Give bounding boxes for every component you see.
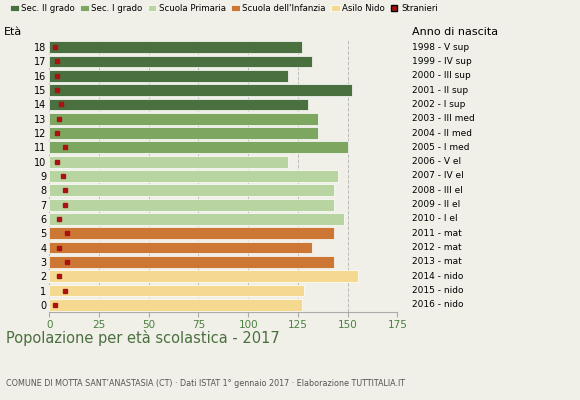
Text: 1998 - V sup: 1998 - V sup <box>412 43 469 52</box>
Text: 2014 - nido: 2014 - nido <box>412 272 463 281</box>
Bar <box>49 56 312 67</box>
Text: 2013 - mat: 2013 - mat <box>412 257 462 266</box>
Bar <box>49 242 312 254</box>
Text: 2003 - III med: 2003 - III med <box>412 114 474 123</box>
Text: 2008 - III el: 2008 - III el <box>412 186 463 195</box>
Legend: Sec. II grado, Sec. I grado, Scuola Primaria, Scuola dell'Infanzia, Asilo Nido, : Sec. II grado, Sec. I grado, Scuola Prim… <box>10 4 438 13</box>
Bar <box>49 227 334 239</box>
Bar <box>49 270 357 282</box>
Text: 2001 - II sup: 2001 - II sup <box>412 86 468 95</box>
Bar <box>49 256 334 268</box>
Bar <box>49 170 338 182</box>
Text: COMUNE DI MOTTA SANT’ANASTASIA (CT) · Dati ISTAT 1° gennaio 2017 · Elaborazione : COMUNE DI MOTTA SANT’ANASTASIA (CT) · Da… <box>6 379 405 388</box>
Text: 2010 - I el: 2010 - I el <box>412 214 458 224</box>
Text: Popolazione per età scolastica - 2017: Popolazione per età scolastica - 2017 <box>6 330 280 346</box>
Bar <box>49 41 302 53</box>
Text: 2016 - nido: 2016 - nido <box>412 300 463 309</box>
Bar <box>49 70 288 82</box>
Text: 2002 - I sup: 2002 - I sup <box>412 100 465 109</box>
Text: 2007 - IV el: 2007 - IV el <box>412 172 463 180</box>
Bar <box>49 213 343 225</box>
Text: 1999 - IV sup: 1999 - IV sup <box>412 57 472 66</box>
Text: Età: Età <box>4 27 22 37</box>
Bar <box>49 142 347 153</box>
Text: 2009 - II el: 2009 - II el <box>412 200 460 209</box>
Bar <box>49 113 318 125</box>
Text: 2011 - mat: 2011 - mat <box>412 229 462 238</box>
Text: 2004 - II med: 2004 - II med <box>412 128 472 138</box>
Bar <box>49 127 318 139</box>
Text: 2015 - nido: 2015 - nido <box>412 286 463 295</box>
Bar <box>49 156 288 168</box>
Bar <box>49 199 334 210</box>
Text: 2012 - mat: 2012 - mat <box>412 243 462 252</box>
Bar <box>49 84 351 96</box>
Text: 2006 - V el: 2006 - V el <box>412 157 461 166</box>
Bar <box>49 299 302 311</box>
Bar <box>49 98 308 110</box>
Text: 2000 - III sup: 2000 - III sup <box>412 71 470 80</box>
Text: Anno di nascita: Anno di nascita <box>412 27 498 37</box>
Bar <box>49 285 304 296</box>
Bar <box>49 184 334 196</box>
Text: 2005 - I med: 2005 - I med <box>412 143 469 152</box>
